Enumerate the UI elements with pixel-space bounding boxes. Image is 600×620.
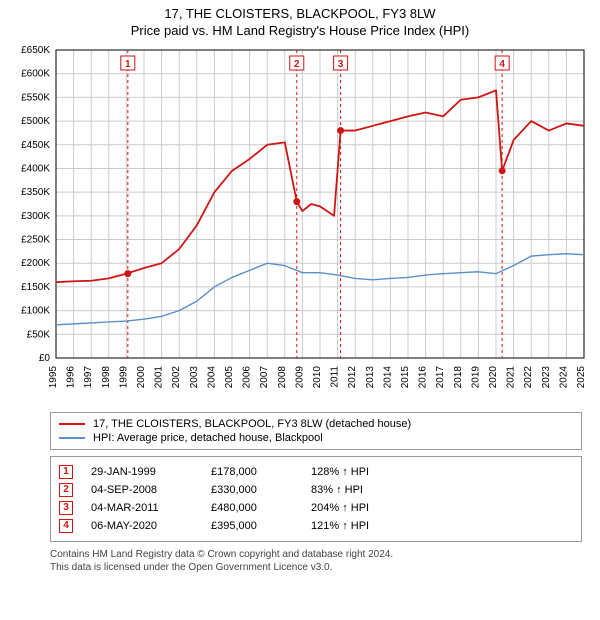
svg-text:2019: 2019 (470, 366, 481, 389)
figure-subtitle: Price paid vs. HM Land Registry's House … (8, 23, 592, 38)
legend-label-hpi: HPI: Average price, detached house, Blac… (93, 432, 323, 444)
svg-text:2005: 2005 (224, 366, 235, 389)
svg-text:2013: 2013 (365, 366, 376, 389)
sale-date: 29-JAN-1999 (91, 466, 211, 478)
svg-text:2012: 2012 (347, 366, 358, 389)
sale-row: 4 06-MAY-2020 £395,000 121% ↑ HPI (59, 517, 573, 535)
legend-swatch-hpi (59, 437, 85, 439)
sale-price: £480,000 (211, 502, 311, 514)
svg-text:1996: 1996 (66, 366, 77, 389)
svg-text:2014: 2014 (382, 366, 393, 389)
footnote: Contains HM Land Registry data © Crown c… (50, 548, 582, 574)
svg-text:2016: 2016 (418, 366, 429, 389)
legend-box: 17, THE CLOISTERS, BLACKPOOL, FY3 8LW (d… (50, 412, 582, 450)
svg-text:£450K: £450K (21, 140, 50, 151)
chart-svg: £0 £50K £100K £150K £200K £250K £300K £350K £400… (8, 46, 592, 406)
footnote-line: Contains HM Land Registry data © Crown c… (50, 549, 393, 560)
sale-hpi: 128% ↑ HPI (311, 466, 369, 478)
sale-row: 1 29-JAN-1999 £178,000 128% ↑ HPI (59, 463, 573, 481)
svg-text:2010: 2010 (312, 366, 323, 389)
footnote-line: This data is licensed under the Open Gov… (50, 562, 332, 573)
svg-text:2011: 2011 (330, 366, 341, 388)
legend-item-hpi: HPI: Average price, detached house, Blac… (59, 431, 573, 445)
svg-text:2017: 2017 (435, 366, 446, 389)
sale-date: 04-MAR-2011 (91, 502, 211, 514)
sale-hpi: 204% ↑ HPI (311, 502, 369, 514)
svg-text:1998: 1998 (101, 366, 112, 389)
svg-text:2001: 2001 (154, 366, 165, 389)
svg-text:1995: 1995 (48, 366, 59, 389)
sale-marker: 2 (59, 483, 73, 497)
svg-text:2007: 2007 (259, 366, 270, 389)
svg-text:3: 3 (338, 59, 344, 70)
svg-text:1997: 1997 (83, 366, 94, 389)
sale-price: £178,000 (211, 466, 311, 478)
svg-text:£650K: £650K (21, 46, 50, 56)
svg-text:£350K: £350K (21, 187, 50, 198)
sale-hpi: 121% ↑ HPI (311, 520, 369, 532)
svg-text:2025: 2025 (576, 366, 587, 389)
sale-row: 2 04-SEP-2008 £330,000 83% ↑ HPI (59, 481, 573, 499)
figure-container: 17, THE CLOISTERS, BLACKPOOL, FY3 8LW Pr… (0, 0, 600, 582)
svg-text:£200K: £200K (21, 258, 50, 269)
sale-date: 04-SEP-2008 (91, 484, 211, 496)
svg-text:2003: 2003 (189, 366, 200, 389)
svg-text:£0: £0 (39, 353, 51, 364)
sale-marker: 4 (59, 519, 73, 533)
svg-text:2009: 2009 (294, 366, 305, 389)
sales-table: 1 29-JAN-1999 £178,000 128% ↑ HPI 2 04-S… (50, 456, 582, 542)
chart-area: £0 £50K £100K £150K £200K £250K £300K £350K £400… (8, 46, 592, 406)
svg-text:£150K: £150K (21, 282, 50, 293)
svg-text:£300K: £300K (21, 211, 50, 222)
svg-text:£50K: £50K (27, 329, 51, 340)
svg-text:£500K: £500K (21, 116, 50, 127)
legend-item-property: 17, THE CLOISTERS, BLACKPOOL, FY3 8LW (d… (59, 417, 573, 431)
svg-text:2023: 2023 (541, 366, 552, 389)
sale-marker: 1 (59, 465, 73, 479)
svg-text:2000: 2000 (136, 366, 147, 389)
svg-text:2002: 2002 (171, 366, 182, 389)
svg-text:£600K: £600K (21, 69, 50, 80)
svg-text:2006: 2006 (242, 366, 253, 389)
sale-price: £395,000 (211, 520, 311, 532)
svg-text:2021: 2021 (506, 366, 517, 389)
sale-row: 3 04-MAR-2011 £480,000 204% ↑ HPI (59, 499, 573, 517)
legend-swatch-property (59, 423, 85, 425)
sale-hpi: 83% ↑ HPI (311, 484, 363, 496)
svg-text:2020: 2020 (488, 366, 499, 389)
svg-text:2018: 2018 (453, 366, 464, 389)
svg-text:£100K: £100K (21, 306, 50, 317)
svg-text:2: 2 (294, 59, 300, 70)
svg-text:2015: 2015 (400, 366, 411, 389)
svg-text:2004: 2004 (206, 366, 217, 389)
svg-text:2008: 2008 (277, 366, 288, 389)
svg-text:£550K: £550K (21, 92, 50, 103)
sale-date: 06-MAY-2020 (91, 520, 211, 532)
svg-text:2024: 2024 (558, 366, 569, 389)
svg-text:1: 1 (125, 59, 131, 70)
legend-label-property: 17, THE CLOISTERS, BLACKPOOL, FY3 8LW (d… (93, 418, 411, 430)
svg-text:£250K: £250K (21, 235, 50, 246)
sale-marker: 3 (59, 501, 73, 515)
svg-text:1999: 1999 (118, 366, 129, 389)
svg-text:£400K: £400K (21, 163, 50, 174)
svg-text:2022: 2022 (523, 366, 534, 389)
svg-text:4: 4 (499, 59, 505, 70)
figure-title: 17, THE CLOISTERS, BLACKPOOL, FY3 8LW (8, 6, 592, 21)
sale-price: £330,000 (211, 484, 311, 496)
